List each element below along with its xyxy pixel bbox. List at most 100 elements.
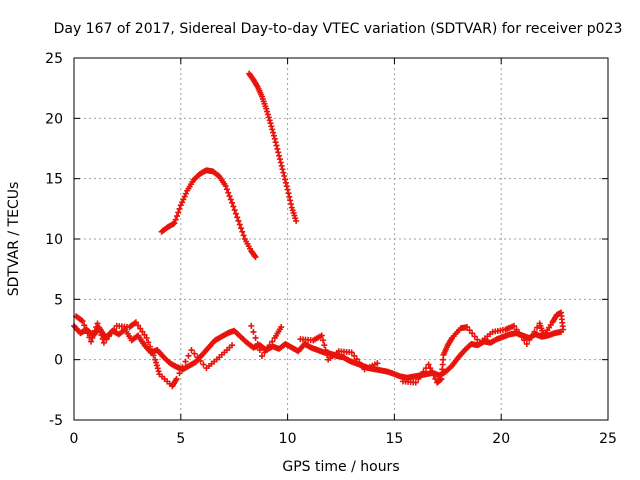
data-point (264, 108, 271, 115)
data-point (513, 326, 520, 333)
data-point (173, 375, 180, 382)
data-point (320, 337, 327, 344)
data-point (286, 193, 293, 200)
series-arc-1 (158, 167, 259, 261)
data-point (143, 334, 150, 341)
data-point (263, 105, 270, 112)
data-point (194, 354, 201, 361)
plot-frame (73, 57, 609, 421)
series-low-scatter (73, 309, 567, 390)
data-point (139, 328, 146, 335)
data-point (261, 349, 268, 356)
data-point (97, 328, 104, 335)
data-point (88, 338, 95, 345)
data-point (223, 186, 230, 193)
data-point (265, 114, 272, 121)
data-point (420, 368, 427, 375)
data-point (148, 347, 155, 354)
data-point (356, 359, 363, 366)
x-tick-label: 10 (279, 431, 297, 447)
data-point (270, 132, 277, 139)
data-point (108, 329, 115, 336)
data-point (511, 322, 518, 329)
data-point (145, 339, 152, 346)
data-point (236, 221, 243, 228)
data-point (147, 343, 154, 350)
data-point (276, 152, 283, 159)
data-point (270, 129, 277, 136)
data-point (415, 375, 422, 382)
data-point (227, 196, 234, 203)
data-point (284, 186, 291, 193)
series-arc-2 (246, 70, 300, 224)
data-point (427, 365, 434, 372)
data-point (188, 347, 195, 354)
data-point (281, 173, 288, 180)
data-point (526, 336, 533, 343)
data-point (179, 364, 186, 371)
y-tick-label: 15 (45, 172, 63, 188)
data-point (200, 361, 207, 368)
data-point (277, 159, 284, 166)
data-point (466, 327, 473, 334)
data-point (91, 327, 98, 334)
data-point (321, 342, 328, 349)
data-point (252, 254, 259, 261)
data-point (197, 357, 204, 364)
data-point (560, 326, 567, 333)
data-point (229, 342, 236, 349)
data-point (516, 330, 523, 337)
data-point (248, 322, 255, 329)
data-point (285, 190, 292, 197)
data-point (288, 201, 295, 208)
data-point (518, 333, 525, 340)
data-point (374, 360, 381, 367)
data-point (268, 123, 275, 130)
data-point (528, 332, 535, 339)
data-point (269, 126, 276, 133)
data-point (103, 336, 110, 343)
data-point (471, 333, 478, 340)
data-point (141, 331, 148, 338)
y-tick-label: -5 (49, 413, 63, 429)
data-point (82, 326, 89, 333)
x-tick-label: 25 (599, 431, 617, 447)
data-point (222, 182, 229, 189)
data-point (287, 197, 294, 204)
data-point (351, 352, 358, 359)
data-point (84, 330, 91, 337)
data-point (225, 189, 232, 196)
data-point (240, 232, 247, 239)
data-point (132, 319, 139, 326)
data-point (235, 217, 242, 224)
data-point (521, 337, 528, 344)
data-point (176, 205, 183, 212)
data-point (266, 342, 273, 349)
data-point (464, 324, 471, 331)
y-tick-label: 25 (45, 51, 63, 67)
data-point (282, 179, 289, 186)
data-point (275, 149, 282, 156)
data-point (155, 368, 162, 375)
data-point (276, 156, 283, 163)
y-tick-label: 20 (45, 111, 63, 127)
data-points (71, 70, 567, 390)
data-point (173, 213, 180, 220)
data-point (266, 117, 273, 124)
data-point (191, 350, 198, 357)
data-point (90, 331, 97, 338)
y-tick-label: 0 (54, 353, 63, 369)
data-point (279, 166, 286, 173)
data-point (323, 351, 330, 358)
data-point (154, 365, 161, 372)
data-point (412, 379, 419, 386)
data-point (322, 347, 329, 354)
x-tick-label: 0 (70, 431, 79, 447)
data-point (318, 332, 325, 339)
x-tick-label: 5 (176, 431, 185, 447)
data-point (185, 352, 192, 359)
data-point (531, 328, 538, 335)
data-point (264, 345, 271, 352)
data-point (171, 220, 178, 227)
